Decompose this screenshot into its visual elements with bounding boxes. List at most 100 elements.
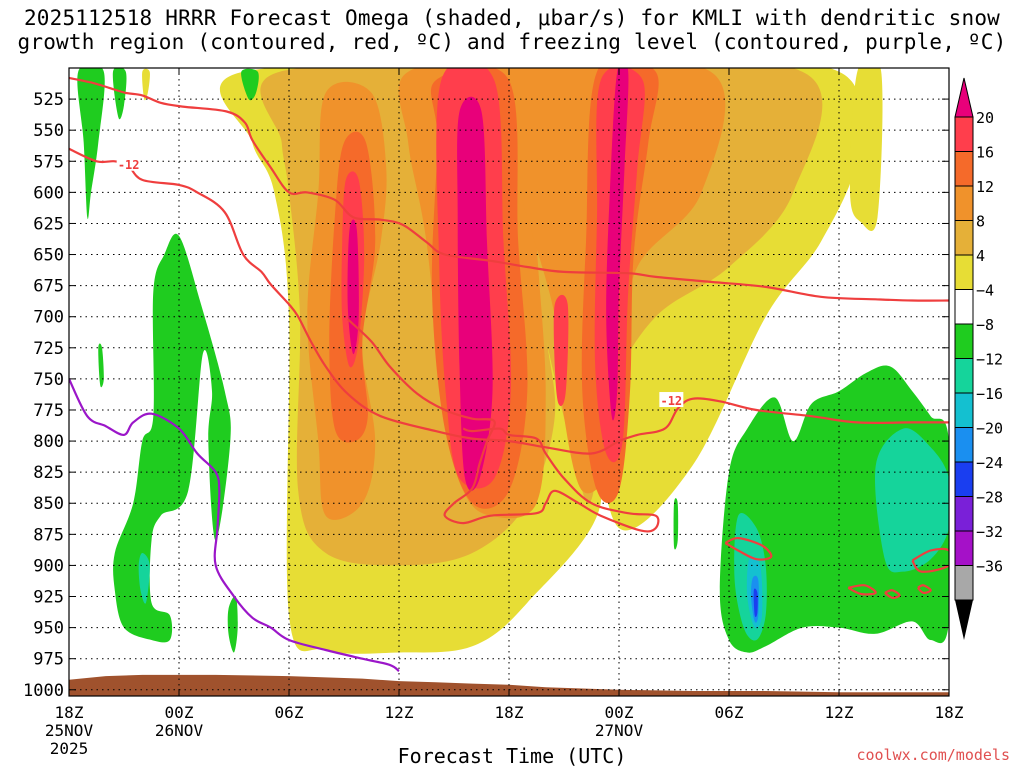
colorbar-label: −24	[976, 454, 1003, 472]
dgz-contour-1	[69, 76, 949, 302]
colorbar-bin-2	[954, 185, 974, 221]
dgz-label: -12	[660, 394, 682, 408]
colorbar-label: −20	[976, 420, 1003, 438]
omega-region-23	[113, 233, 231, 643]
colorbar-label: 8	[976, 213, 985, 231]
colorbar: 20 16 12 8 4 −4 −8 −12 −16 −20 −24 −28 −32 −36	[954, 77, 1003, 640]
y-axis: 525 550 575 600 625 650 675 700 725 750 775 800 825 8…	[23, 90, 949, 701]
colorbar-bottom-arrow	[955, 600, 973, 640]
x-tick-label: 00Z	[165, 703, 194, 722]
omega-region-16	[553, 294, 569, 407]
colorbar-bin-0	[954, 116, 974, 152]
chart-title-line-1: 2025112518 HRRR Forecast Omega (shaded, …	[23, 6, 1001, 30]
omega-region-22	[241, 68, 259, 101]
colorbar-bin-7	[954, 358, 974, 394]
colorbar-label: 4	[976, 247, 985, 265]
colorbar-label: −12	[976, 351, 1003, 369]
colorbar-label: 12	[976, 178, 994, 196]
dgz-contour-4	[911, 547, 949, 573]
colorbar-bin-5	[954, 289, 974, 325]
y-tick-label-700: 700	[33, 308, 64, 328]
colorbar-bin-10	[954, 461, 974, 497]
y-tick-label-1000: 1000	[23, 681, 64, 701]
y-tick-label-650: 650	[33, 246, 64, 266]
y-tick-label-550: 550	[33, 121, 64, 141]
omega-region-3	[849, 68, 883, 231]
y-tick-label-625: 625	[33, 214, 64, 234]
x-tick-label: 00Z	[605, 703, 634, 722]
omega-region-26	[673, 498, 679, 550]
contours: -12 -12	[69, 76, 949, 673]
freezing-level-contour	[69, 378, 400, 673]
y-tick-label-525: 525	[33, 90, 64, 110]
omega-region-18	[457, 96, 493, 491]
omega-region-19	[606, 68, 629, 421]
y-tick-label-900: 900	[33, 556, 64, 576]
y-tick-label-950: 950	[33, 619, 64, 639]
colorbar-bin-1	[954, 151, 974, 187]
dgz-contour-3	[724, 536, 773, 561]
y-tick-label-775: 775	[33, 401, 64, 421]
colorbar-label: −32	[976, 523, 1003, 541]
y-tick-label-925: 925	[33, 588, 64, 608]
colorbar-label: −36	[976, 558, 1003, 576]
x-tick-label: 12Z	[825, 703, 854, 722]
y-tick-label-975: 975	[33, 650, 64, 670]
dgz-contour-6	[884, 589, 901, 599]
omega-region-33	[753, 588, 758, 618]
y-tick-label-825: 825	[33, 463, 64, 483]
y-tick-label-875: 875	[33, 525, 64, 545]
colorbar-label: 16	[976, 144, 994, 162]
colorbar-label: −4	[976, 282, 994, 300]
omega-region-28	[875, 428, 949, 573]
omega-region-25	[227, 595, 238, 653]
dgz-contour-7	[917, 584, 932, 594]
x-tick-label: 27NOV	[595, 721, 644, 740]
colorbar-label: 20	[976, 109, 994, 127]
y-tick-label-725: 725	[33, 339, 64, 359]
colorbar-label: −16	[976, 385, 1003, 403]
x-tick-label: 18Z	[55, 703, 84, 722]
x-tick-label: 18Z	[495, 703, 524, 722]
y-tick-label-750: 750	[33, 370, 64, 390]
x-tick-label: 18Z	[935, 703, 964, 722]
colorbar-label: −28	[976, 489, 1003, 507]
colorbar-bin-11	[954, 496, 974, 532]
y-tick-label-850: 850	[33, 494, 64, 514]
x-tick-label: 12Z	[385, 703, 414, 722]
y-tick-label-675: 675	[33, 277, 64, 297]
colorbar-label: −8	[976, 316, 994, 334]
y-tick-label-575: 575	[33, 152, 64, 172]
colorbar-bin-9	[954, 427, 974, 463]
omega-region-4	[142, 68, 150, 101]
dgz-contour-0	[69, 147, 949, 455]
dgz-label-bg	[659, 392, 684, 408]
credit-text: coolwx.com/models	[856, 746, 1010, 764]
chart-title-line-2: growth region (contoured, red, ºC) and f…	[17, 30, 1007, 54]
y-tick-label-800: 800	[33, 432, 64, 452]
x-axis-label: Forecast Time (UTC)	[397, 744, 627, 768]
x-tick-label: 06Z	[715, 703, 744, 722]
dgz-label-bg	[116, 155, 141, 171]
colorbar-bin-3	[954, 220, 974, 256]
x-tick-label: 25NOV	[45, 721, 94, 740]
colorbar-bin-13	[954, 565, 974, 601]
omega-region-21	[112, 68, 127, 120]
colorbar-top-arrow	[954, 77, 974, 118]
x-tick-label: 06Z	[275, 703, 304, 722]
x-tick-label: 2025	[50, 739, 89, 758]
colorbar-bin-4	[954, 254, 974, 290]
dgz-contour-2	[346, 318, 660, 533]
dgz-label: -12	[118, 158, 140, 172]
dgz-contour-5	[847, 584, 877, 596]
colorbar-bin-6	[954, 323, 974, 359]
y-tick-label-600: 600	[33, 183, 64, 203]
omega-shading	[77, 68, 949, 654]
x-tick-label: 26NOV	[155, 721, 204, 740]
colorbar-bin-8	[954, 392, 974, 428]
colorbar-bin-12	[954, 530, 974, 566]
omega-region-20	[77, 68, 105, 220]
omega-region-24	[98, 343, 104, 388]
